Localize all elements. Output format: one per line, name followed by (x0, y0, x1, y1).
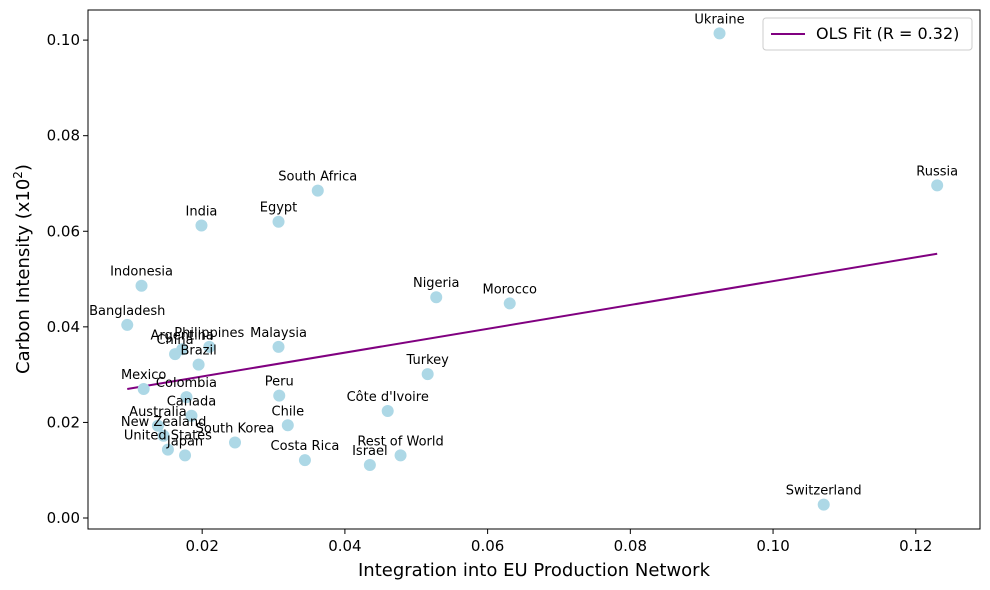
x-tick-label: 0.12 (899, 537, 932, 555)
data-point-nigeria (430, 291, 443, 304)
data-point-south-korea (229, 436, 242, 449)
points-layer (121, 27, 944, 511)
y-tick-label: 0.06 (47, 222, 80, 240)
data-point-label-peru: Peru (265, 375, 294, 390)
data-point-philippines (203, 340, 216, 353)
data-point-indonesia (135, 279, 148, 292)
data-point-colombia (180, 391, 193, 404)
data-point-label-egypt: Egypt (260, 201, 298, 216)
data-point-label-turkey: Turkey (406, 353, 450, 368)
data-point-china (169, 348, 182, 361)
data-point-label-nigeria: Nigeria (413, 276, 460, 291)
data-point-egypt (272, 215, 285, 228)
ols-fit-line (127, 252, 938, 390)
y-axis-title-suffix: ) (13, 164, 34, 171)
y-tick-label: 0.00 (47, 509, 80, 527)
x-tick-label: 0.10 (756, 537, 789, 555)
data-point-switzerland (817, 498, 830, 511)
data-point-label-c-te-d-ivoire: Côte d'Ivoire (347, 390, 429, 405)
data-point-mexico (137, 382, 150, 395)
data-point-chile (281, 419, 294, 432)
data-point-japan (179, 449, 192, 462)
data-point-label-costa-rica: Costa Rica (271, 439, 340, 454)
data-point-label-china: China (156, 333, 193, 348)
y-axis-title: Carbon Intensity (x102) (11, 164, 34, 374)
data-point-label-brazil: Brazil (180, 344, 216, 359)
data-point-russia (931, 179, 944, 192)
data-point-israel (363, 458, 376, 471)
data-point-south-africa (311, 184, 324, 197)
data-point-label-bangladesh: Bangladesh (89, 304, 165, 319)
data-point-label-australia: Australia (129, 405, 187, 420)
data-point-costa-rica (298, 454, 311, 467)
data-point-australia (151, 419, 164, 432)
data-point-morocco (503, 297, 516, 310)
data-point-label-united-states: United States (124, 429, 212, 444)
data-point-label-morocco: Morocco (483, 282, 537, 297)
legend-box (762, 17, 973, 51)
data-point-label-japan: Japan (166, 434, 203, 449)
y-tick-label: 0.02 (47, 413, 80, 431)
y-axis-title-superscript: 2 (11, 171, 25, 179)
data-point-label-rest-of-world: Rest of World (357, 434, 443, 449)
data-point-label-russia: Russia (916, 164, 958, 179)
data-point-peru (273, 389, 286, 402)
legend-label: OLS Fit (R = 0.32) (816, 24, 959, 43)
data-point-label-ukraine: Ukraine (694, 12, 744, 27)
data-point-label-south-africa: South Africa (278, 170, 357, 185)
data-point-rest-of-world (394, 449, 407, 462)
data-point-label-israel: Israel (352, 444, 388, 459)
x-tick-label: 0.02 (185, 537, 218, 555)
data-point-label-malaysia: Malaysia (250, 326, 307, 341)
data-point-malaysia (272, 340, 285, 353)
data-point-label-canada: Canada (167, 395, 216, 410)
y-tick-label: 0.10 (47, 31, 80, 49)
x-tick-label: 0.08 (614, 537, 647, 555)
data-point-c-te-d-ivoire (381, 404, 394, 417)
data-point-ukraine (713, 27, 726, 40)
data-point-label-mexico: Mexico (121, 368, 166, 383)
axes-layer: 0.02 0.04 0.06 0.08 0.10 0.12 0.00 0.02 0.04 0.06… (47, 9, 981, 555)
data-point-label-switzerland: Switzerland (786, 484, 862, 499)
data-point-united-states (161, 443, 174, 456)
axes-frame (87, 9, 981, 530)
data-point-label-colombia: Colombia (156, 376, 217, 391)
data-point-canada (185, 409, 198, 422)
x-tick-label: 0.04 (328, 537, 361, 555)
data-point-label-chile: Chile (272, 404, 305, 419)
data-point-label-new-zealand: New Zealand (121, 415, 206, 430)
x-tick-label: 0.06 (471, 537, 504, 555)
data-point-label-india: India (186, 205, 218, 220)
fit-layer (127, 252, 938, 390)
point-labels-layer: Ukraine Russia South Africa India Egypt Indon… (89, 12, 958, 498)
data-point-label-argentina: Argentina (150, 328, 213, 343)
data-point-india (195, 219, 208, 232)
x-axis-title: Integration into EU Production Network (358, 560, 711, 581)
data-point-label-south-korea: South Korea (196, 422, 275, 437)
data-point-brazil (192, 358, 205, 371)
data-point-new-zealand (157, 429, 170, 442)
data-point-label-philippines: Philippines (174, 326, 244, 341)
data-point-turkey (421, 368, 434, 381)
y-axis-title-main: Carbon Intensity (x10 (13, 179, 34, 374)
legend: OLS Fit (R = 0.32) (762, 17, 973, 51)
data-point-label-indonesia: Indonesia (110, 265, 173, 280)
y-tick-label: 0.04 (47, 318, 80, 336)
data-point-bangladesh (121, 318, 134, 331)
y-tick-label: 0.08 (47, 127, 80, 145)
